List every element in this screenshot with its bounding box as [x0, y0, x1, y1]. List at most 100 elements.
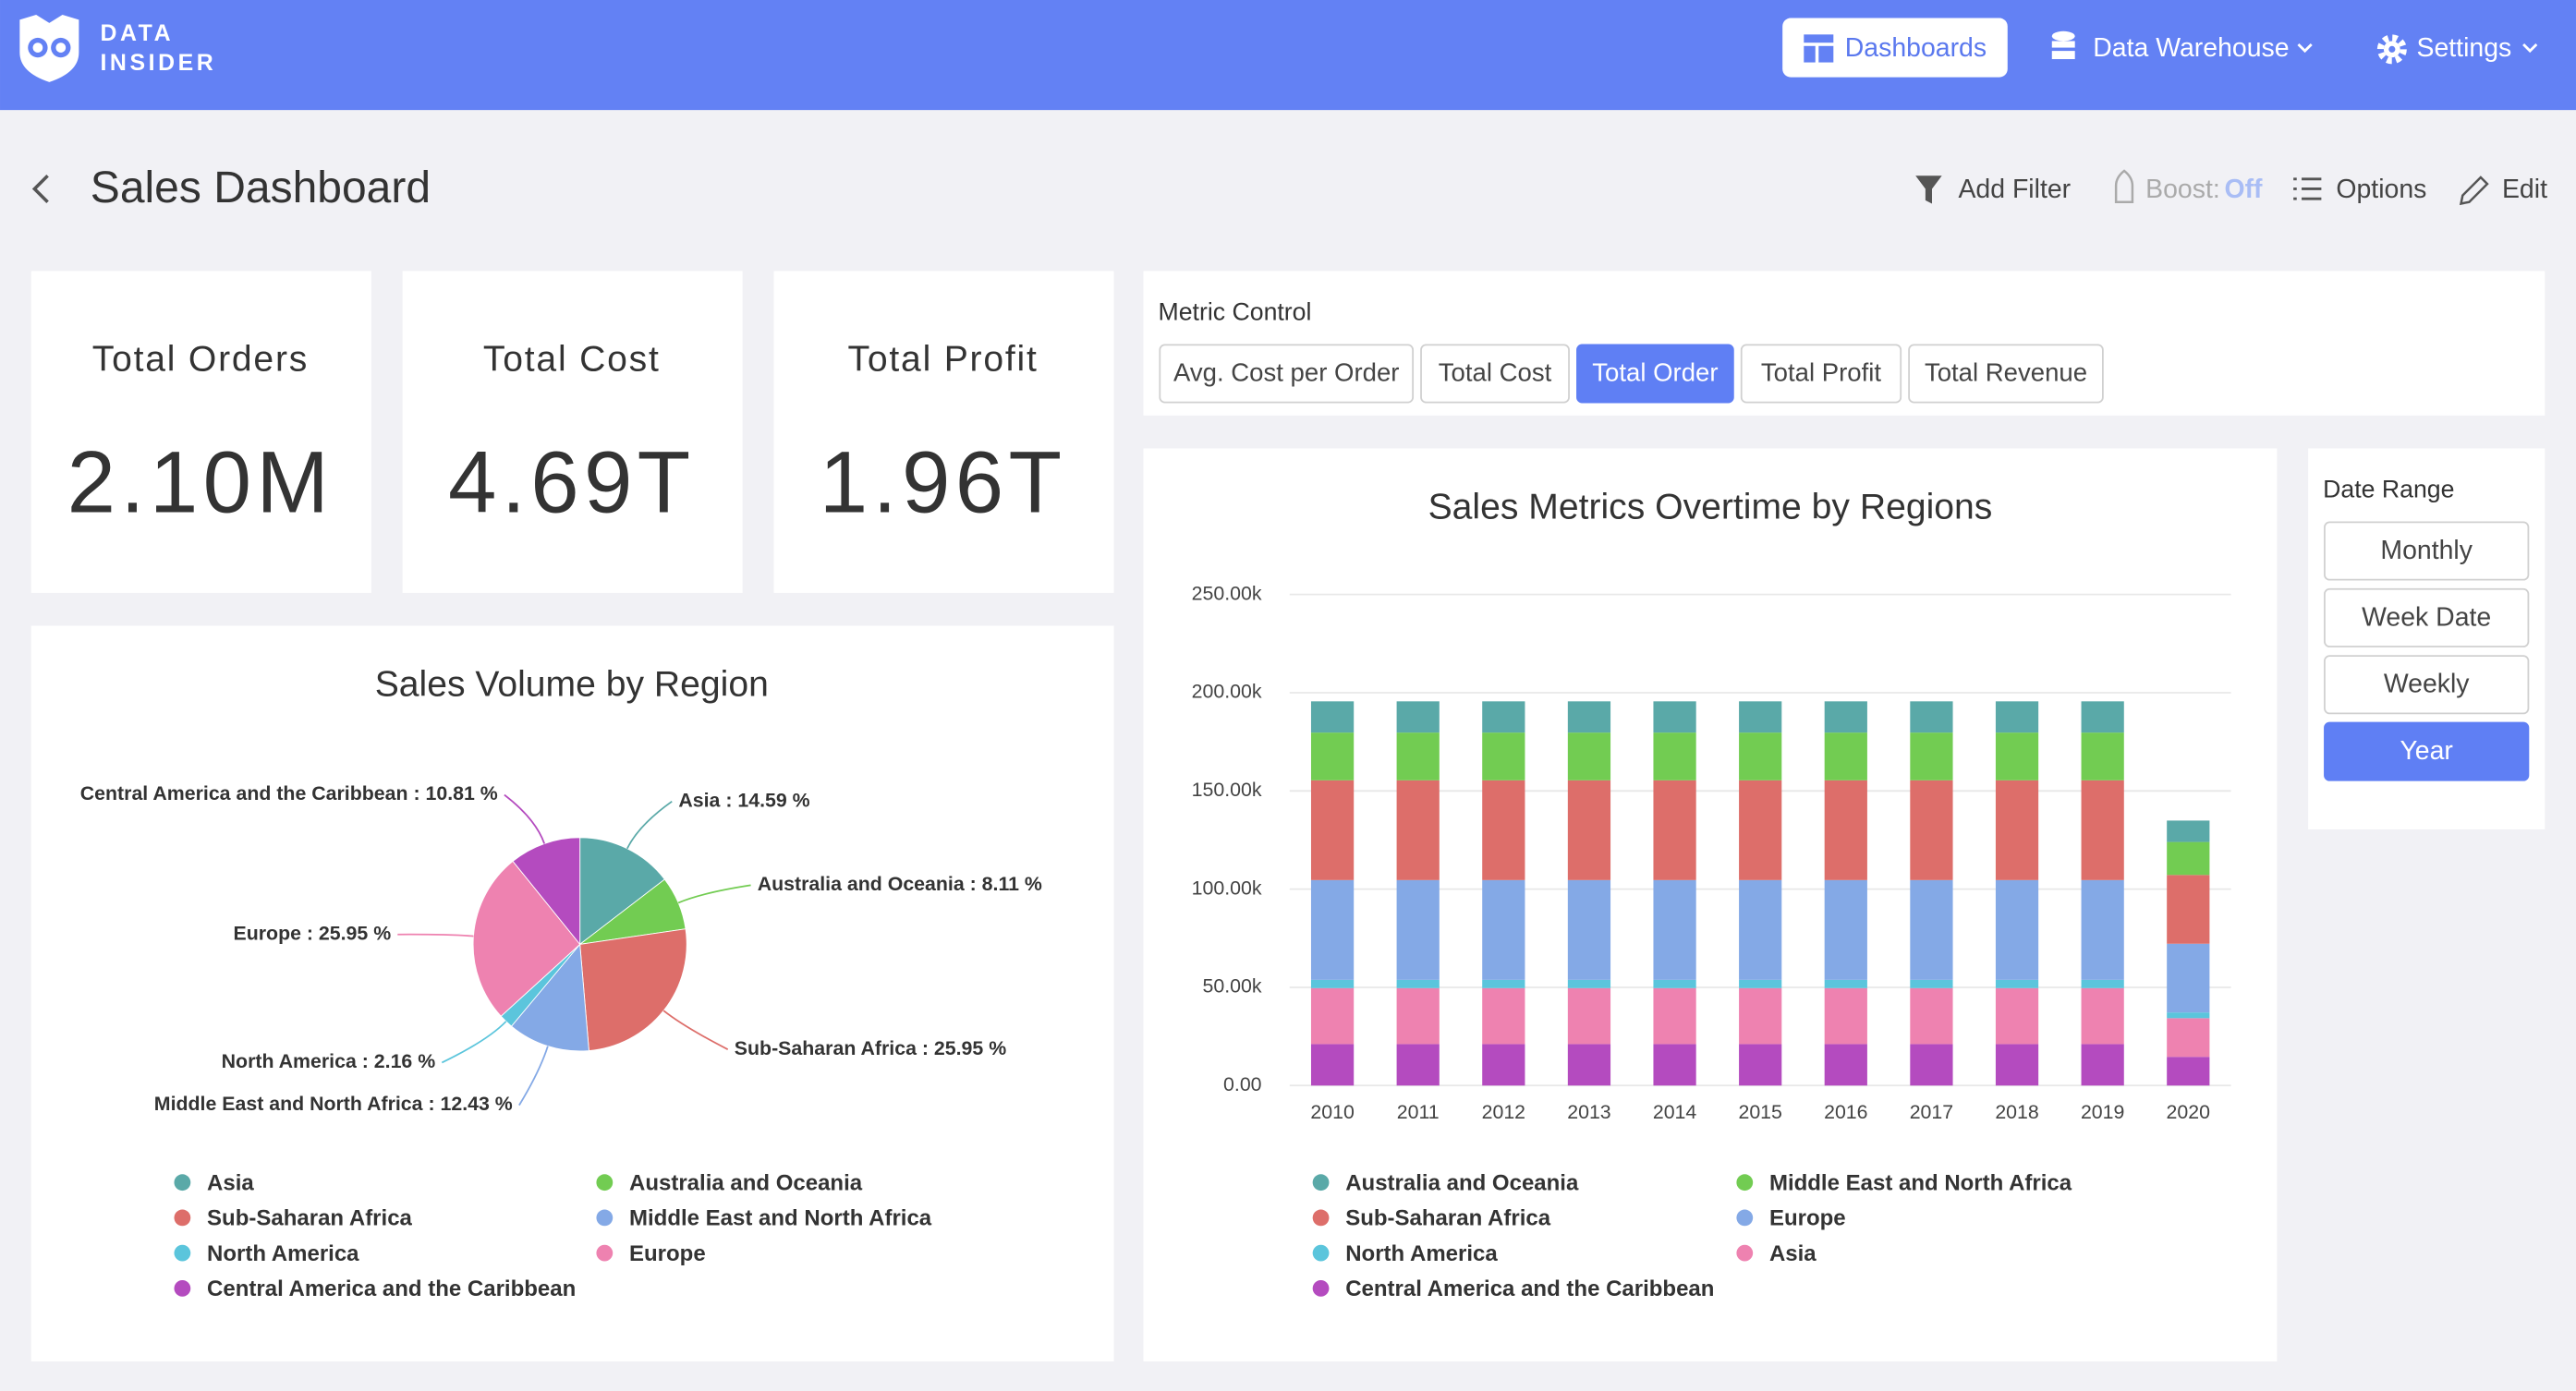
bar-segment [1567, 987, 1611, 1045]
pie-slice [510, 943, 589, 1052]
bar-segment [2081, 987, 2124, 1045]
bar-segment [1482, 701, 1525, 733]
date-button-label[interactable]: Week Date [2362, 602, 2491, 632]
bar-segment [1739, 732, 1782, 780]
bar-segment [1396, 780, 1440, 880]
warehouse-icon [2051, 30, 2075, 60]
kpi-value: 4.69T [448, 434, 696, 531]
bar-segment [1910, 987, 1953, 1045]
bar-segment [1567, 732, 1611, 780]
y-tick-label: 100.00k [1192, 877, 1262, 899]
legend-marker [596, 1209, 614, 1227]
legend-label: Europe [1769, 1206, 1846, 1231]
metric-button-label[interactable]: Total Order [1592, 358, 1718, 387]
top-bar [0, 0, 2576, 111]
data-label: Sub-Saharan Africa : 25.95 % [735, 1037, 1006, 1059]
date-button-label[interactable]: Monthly [2380, 536, 2473, 565]
chart-title: Sales Metrics Overtime by Regions [1428, 488, 1993, 527]
x-tick-label: 2014 [1653, 1101, 1697, 1123]
metric-button[interactable] [1908, 344, 2104, 404]
bar-segment [1396, 979, 1440, 988]
date-button-label[interactable]: Year [2400, 736, 2452, 766]
brand: INSIDER [100, 50, 216, 76]
bar-segment [1567, 879, 1611, 980]
bar-segment [2167, 1057, 2210, 1086]
legend-label: Australia and Oceania [629, 1170, 863, 1195]
x-tick-label: 2020 [2167, 1101, 2211, 1123]
legend-marker [174, 1279, 191, 1297]
bar-segment [1910, 1044, 1953, 1086]
data-label: Asia : 14.59 % [678, 789, 809, 811]
bar-segment [1310, 879, 1355, 980]
bar-segment [1739, 979, 1782, 988]
dashboard-icon [1804, 34, 1834, 63]
metric-button-label[interactable]: Total Cost [1439, 358, 1552, 387]
legend-label: Central America and the Caribbean [1345, 1276, 1714, 1301]
bar-segment [1482, 987, 1525, 1045]
leader-line [504, 793, 546, 844]
bar-segment [1567, 1044, 1611, 1086]
date-button[interactable] [2324, 655, 2530, 715]
y-tick-label: 150.00k [1192, 779, 1262, 801]
x-tick-label: 2016 [1824, 1101, 1867, 1123]
x-tick-label: 2019 [2081, 1101, 2124, 1123]
bar-segment [1482, 879, 1525, 980]
bar-segment [1310, 780, 1355, 880]
metric-button-label[interactable]: Total Revenue [1925, 358, 2087, 387]
leader-line [677, 884, 751, 904]
chevron [2297, 43, 2313, 54]
metric-button[interactable] [1159, 344, 1415, 404]
kpi-label: Total Orders [92, 339, 309, 379]
x-tick-label: 2013 [1567, 1101, 1610, 1123]
date-button[interactable] [2324, 521, 2530, 581]
legend-label: North America [207, 1241, 359, 1266]
nav-item[interactable]: Data Warehouse [2093, 33, 2289, 63]
edit[interactable]: Edit [2502, 175, 2547, 204]
bar-segment [1653, 701, 1696, 733]
bar-segment [1824, 1044, 1867, 1086]
bar-segment [2081, 979, 2124, 988]
nav-item[interactable]: Dashboards [1845, 33, 1987, 63]
bar-segment [2167, 943, 2210, 1013]
nav-active[interactable] [1782, 18, 2008, 78]
legend-marker [1736, 1209, 1754, 1227]
metric-button[interactable] [1420, 344, 1570, 404]
options[interactable]: Options [2336, 175, 2426, 204]
metric-button-label[interactable]: Avg. Cost per Order [1173, 358, 1399, 387]
legend-label: Central America and the Caribbean [207, 1276, 576, 1301]
kpi-card [773, 271, 1114, 593]
data-label: Middle East and North Africa : 12.43 % [154, 1093, 513, 1115]
brand: DATA [100, 20, 174, 46]
leader-line [441, 1021, 507, 1064]
bar-segment [2167, 841, 2210, 876]
bar-segment [1995, 1044, 2039, 1086]
bar-segment [1482, 780, 1525, 880]
pie-slice [512, 837, 581, 946]
options-icon [2293, 177, 2322, 200]
bar-segment [2081, 732, 2124, 780]
legend-marker [1312, 1209, 1330, 1227]
nav-item[interactable]: Settings [2417, 33, 2512, 63]
leader-line [397, 933, 474, 937]
back-button[interactable] [31, 174, 49, 203]
bar-segment [1310, 701, 1355, 733]
bar-segment [1653, 987, 1696, 1045]
metric-button-label[interactable]: Total Profit [1761, 358, 1881, 387]
date-button-label[interactable]: Weekly [2384, 670, 2470, 699]
bar-segment [1567, 701, 1611, 733]
boost-value[interactable]: Off [2224, 175, 2263, 204]
add-filter[interactable]: Add Filter [1958, 175, 2071, 204]
bar-segment [1396, 879, 1440, 980]
legend-marker [1736, 1244, 1754, 1262]
bar-segment [1824, 701, 1867, 733]
metric-button[interactable] [1740, 344, 1902, 404]
kpi-value: 2.10M [67, 434, 334, 531]
bar-segment [1653, 732, 1696, 780]
date-button[interactable] [2324, 721, 2530, 781]
legend-label: Asia [207, 1170, 254, 1195]
date-button[interactable] [2324, 587, 2530, 647]
metric-button[interactable] [1576, 344, 1734, 404]
legend-label: Sub-Saharan Africa [207, 1206, 412, 1231]
bar-segment [1739, 987, 1782, 1045]
legend-marker [1312, 1174, 1330, 1191]
